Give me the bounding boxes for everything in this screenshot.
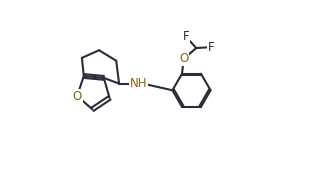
Text: F: F (208, 41, 215, 54)
Text: O: O (179, 52, 188, 65)
Text: NH: NH (129, 77, 147, 90)
Text: F: F (183, 30, 189, 43)
Text: O: O (72, 89, 82, 103)
